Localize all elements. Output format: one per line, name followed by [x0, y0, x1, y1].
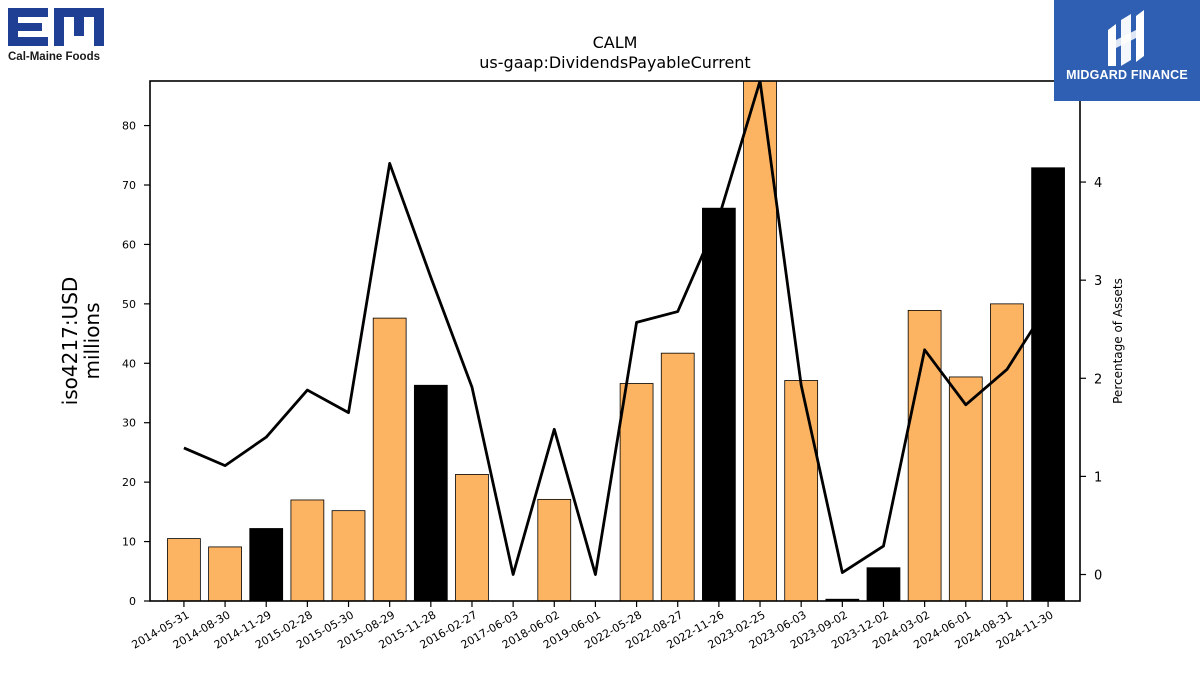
plot-frame — [149, 80, 1081, 602]
y-tick-label: 10 — [122, 536, 136, 549]
y-axis-label-line: millions — [80, 302, 104, 379]
y-axis-label-line: iso4217:USD — [58, 277, 82, 406]
y2-tick-label: 4 — [1094, 176, 1102, 191]
percent-line — [183, 81, 1050, 576]
y-tick-label: 70 — [122, 179, 136, 192]
bar — [208, 546, 242, 602]
bar — [537, 498, 572, 602]
midgard-mark-icon — [1108, 10, 1144, 66]
y-axis-label-text: iso4217:USDmillions — [58, 277, 104, 406]
chart-subtitle: us-gaap:DividendsPayableCurrent — [479, 53, 750, 72]
y-axis-label: iso4217:USDmillions — [58, 277, 104, 406]
midgard-logo-text: MIDGARD FINANCE — [1066, 68, 1188, 82]
y2-tick-label: 0 — [1094, 569, 1102, 584]
percent-line-path — [183, 81, 1050, 576]
bar — [167, 538, 201, 602]
y-tick-label: 30 — [122, 417, 136, 430]
y2-axis-label: Percentage of Assets — [1111, 278, 1125, 404]
bar — [455, 474, 489, 602]
bar — [784, 380, 819, 602]
cal-maine-logo-text: Cal-Maine Foods — [8, 51, 101, 63]
y2-tick-label: 2 — [1094, 372, 1102, 387]
bars — [167, 80, 1065, 602]
y-tick-label: 20 — [122, 476, 136, 489]
bar — [990, 303, 1024, 602]
bar — [413, 384, 448, 602]
bar — [660, 352, 695, 602]
cal-maine-logo: Cal-Maine Foods — [8, 6, 108, 66]
y2-tick-label: 1 — [1094, 470, 1102, 485]
bar — [331, 510, 366, 602]
bar — [702, 207, 736, 602]
bar — [372, 317, 407, 602]
y-tick-label: 60 — [122, 238, 136, 251]
bar — [1031, 167, 1065, 602]
bar — [290, 499, 325, 602]
y2-tick-label: 3 — [1094, 274, 1102, 289]
bar — [948, 376, 983, 602]
y-tick-label: 80 — [122, 120, 136, 133]
y-tick-label: 50 — [122, 298, 136, 311]
bar — [619, 383, 654, 602]
y-tick-label: 40 — [122, 357, 136, 370]
chart-title: CALM — [593, 33, 638, 52]
cal-maine-mark-icon — [8, 8, 104, 46]
bar — [249, 528, 284, 602]
bar — [866, 567, 901, 602]
midgard-finance-logo: MIDGARD FINANCE — [1054, 0, 1200, 101]
y-tick-label: 0 — [129, 595, 136, 608]
